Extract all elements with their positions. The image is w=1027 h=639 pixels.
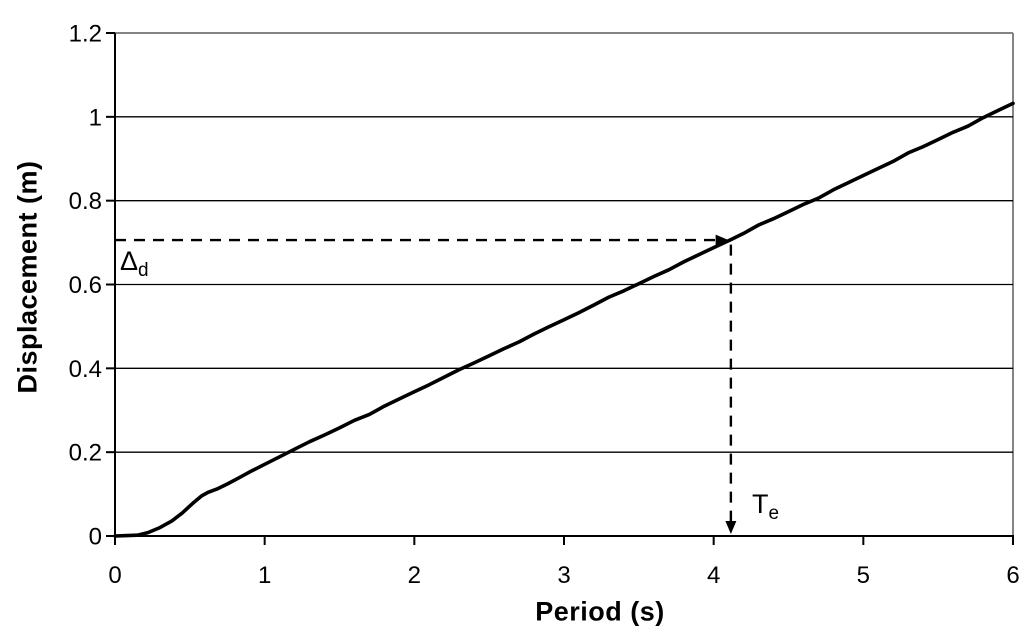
- x-tick-label-4: 4: [707, 562, 720, 589]
- y-tick-label-0: 0: [89, 524, 102, 551]
- te-arrowhead-icon: [725, 521, 737, 534]
- te-annotation-label: Te: [752, 488, 780, 525]
- displacement-spectrum-curve: [113, 101, 1015, 538]
- y-tick-label-1.2: 1.2: [69, 21, 102, 48]
- x-tick-label-5: 5: [857, 562, 870, 589]
- te-symbol: T: [752, 488, 769, 519]
- delta-subscript: d: [138, 260, 149, 282]
- delta-d-arrowhead-icon: [715, 234, 729, 246]
- y-tick-label-0.8: 0.8: [69, 188, 102, 215]
- x-tick-label-1: 1: [258, 562, 271, 589]
- y-tick-label-1: 1: [89, 104, 102, 131]
- x-tick-label-2: 2: [408, 562, 421, 589]
- delta-symbol: Δ: [120, 245, 139, 276]
- x-tick-label-0: 0: [108, 562, 121, 589]
- te-subscript: e: [768, 503, 780, 525]
- y-tick-label-0.2: 0.2: [69, 440, 102, 467]
- y-tick-label-0.6: 0.6: [69, 272, 102, 299]
- y-axis-title: Displacement (m): [12, 160, 43, 394]
- x-axis-title: Period (s): [535, 596, 665, 627]
- x-tick-label-3: 3: [557, 562, 570, 589]
- y-tick-label-0.4: 0.4: [69, 356, 102, 383]
- x-tick-label-6: 6: [1006, 562, 1019, 589]
- delta-d-annotation-label: Δd: [120, 245, 149, 282]
